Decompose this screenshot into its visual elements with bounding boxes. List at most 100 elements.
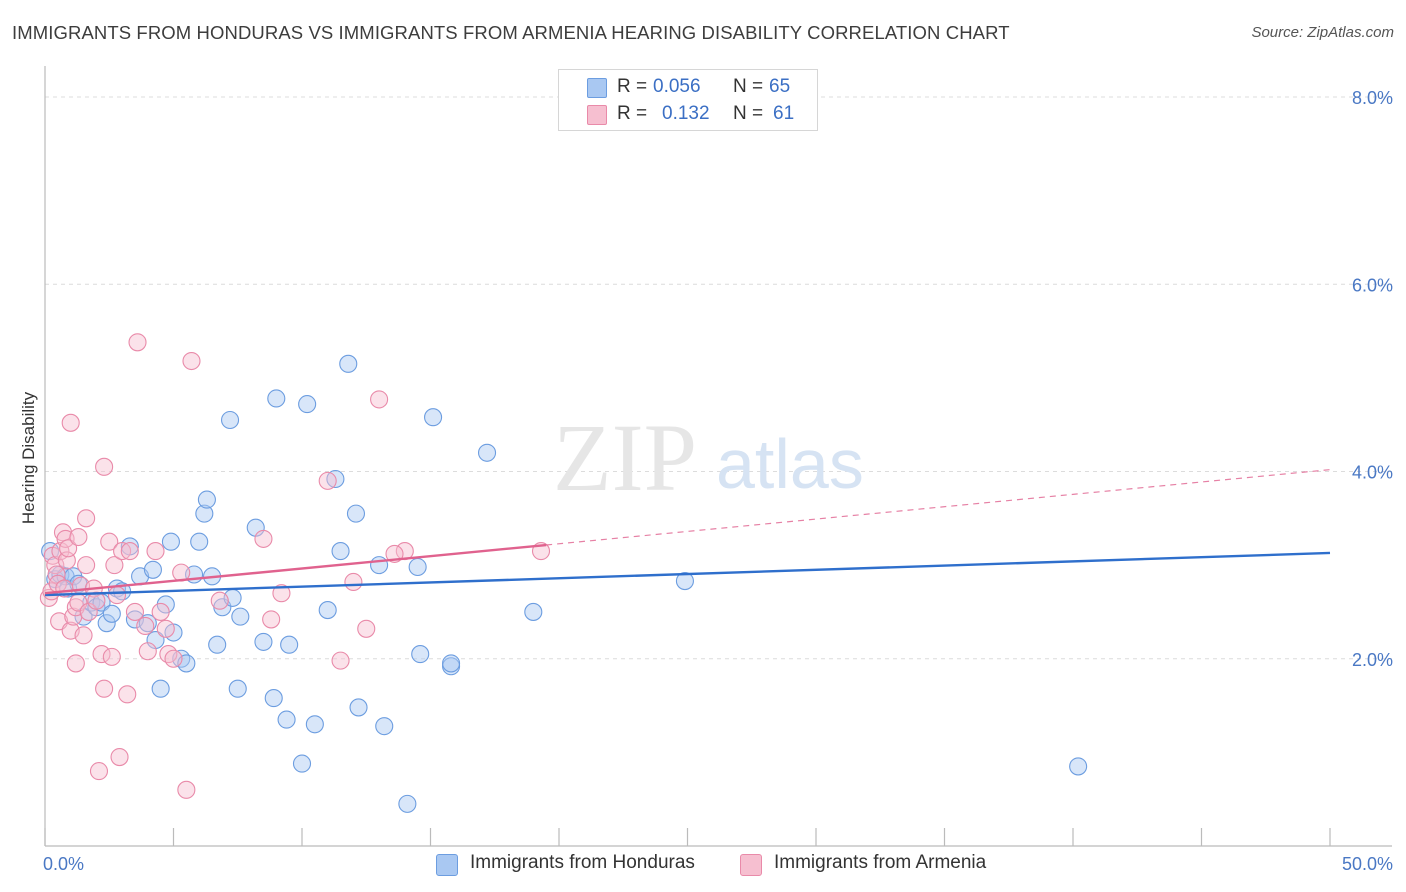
honduras-point — [331, 542, 350, 561]
armenia-point — [113, 542, 132, 561]
chart-title: IMMIGRANTS FROM HONDURAS VS IMMIGRANTS F… — [12, 22, 1010, 43]
honduras-point — [370, 556, 389, 575]
armenia-point — [59, 539, 78, 558]
honduras-point — [220, 410, 240, 430]
armenia-point — [125, 602, 144, 621]
armenia-swatch — [587, 105, 607, 125]
honduras-point — [339, 354, 358, 373]
honduras-points — [41, 354, 1088, 813]
honduras-point — [346, 504, 366, 523]
x-tick-label: 50.0% — [1342, 854, 1393, 874]
gridlines — [45, 96, 1392, 660]
honduras-point — [161, 532, 180, 551]
legend-n-value: 65 — [769, 76, 791, 97]
armenia-point — [254, 529, 273, 548]
trend-lines — [44, 469, 1331, 597]
honduras-trend-line — [44, 551, 1331, 597]
armenia-point — [95, 457, 114, 476]
bottom-legend-honduras: Immigrants from Honduras — [436, 851, 736, 877]
honduras-point — [267, 389, 286, 408]
legend-n-label: N = — [733, 103, 764, 124]
armenia-point — [182, 351, 201, 371]
honduras-point — [254, 632, 273, 651]
armenia-point — [331, 651, 350, 670]
bottom-legend-armenia: Immigrants from Armenia — [740, 851, 1040, 877]
armenia-trend-line — [44, 543, 547, 595]
legend-r-value: 0.132 — [662, 103, 710, 124]
armenia-point — [89, 762, 109, 781]
axes — [44, 66, 1392, 847]
honduras-point — [190, 532, 209, 551]
armenia-point — [128, 333, 147, 352]
honduras-point — [375, 717, 394, 736]
y-tick-label: 2.0% — [1352, 650, 1393, 670]
honduras-point — [151, 679, 170, 698]
honduras-swatch — [587, 78, 607, 98]
x-tick-label: 0.0% — [43, 854, 84, 874]
armenia-point — [262, 610, 281, 629]
armenia-point — [102, 647, 121, 666]
honduras-point — [442, 654, 461, 673]
armenia-point — [105, 556, 124, 575]
armenia-point — [47, 565, 66, 584]
correlation-legend: R = 0.056 N = 65 R = 0.132 N = 61 — [558, 69, 818, 131]
legend-r-label: R = — [617, 76, 648, 97]
watermark-atlas: atlas — [716, 425, 864, 503]
armenia-point — [92, 645, 111, 664]
honduras-point — [305, 715, 324, 734]
y-tick-label: 4.0% — [1352, 463, 1393, 483]
armenia-point — [77, 509, 96, 528]
honduras-point — [411, 645, 430, 664]
armenia-point — [61, 413, 80, 432]
armenia-point — [156, 619, 175, 638]
armenia-point — [272, 584, 291, 603]
honduras-legend-swatch — [436, 854, 458, 876]
armenia-point — [110, 748, 129, 767]
source-label: Source: ZipAtlas.com — [1251, 24, 1394, 41]
tick-labels: 2.0% 4.0% 6.0% 8.0% 0.0% 50.0% — [43, 88, 1393, 874]
honduras-point — [298, 395, 317, 414]
honduras-point — [326, 469, 345, 489]
armenia-point — [46, 556, 65, 575]
legend-r-value: 0.056 — [653, 76, 701, 97]
y-tick-label: 6.0% — [1352, 275, 1393, 295]
honduras-point — [97, 614, 116, 633]
y-tick-label: 8.0% — [1352, 88, 1393, 108]
honduras-point — [41, 542, 60, 561]
armenia-point — [210, 591, 229, 610]
watermark-zip: ZIP — [553, 404, 697, 511]
honduras-point — [231, 607, 250, 626]
armenia-point — [370, 390, 389, 409]
armenia-point — [100, 532, 119, 551]
honduras-point — [292, 754, 312, 773]
armenia-point — [151, 602, 170, 621]
honduras-point — [1069, 757, 1088, 776]
honduras-point — [143, 560, 162, 579]
y-axis-label: Hearing Disability — [19, 391, 38, 524]
legend-n-label: N = — [733, 76, 764, 97]
armenia-point — [69, 527, 88, 547]
honduras-point — [280, 635, 299, 654]
honduras-point — [398, 794, 417, 813]
honduras-legend-label: Immigrants from Honduras — [470, 852, 695, 873]
armenia-legend-swatch — [740, 854, 762, 876]
armenia-point — [77, 556, 96, 575]
armenia-legend-label: Immigrants from Armenia — [774, 852, 987, 873]
armenia-point — [136, 616, 155, 636]
legend-n-value: 61 — [773, 103, 795, 124]
honduras-point — [138, 614, 157, 633]
armenia-point — [107, 586, 127, 605]
honduras-point — [264, 689, 283, 708]
honduras-point — [349, 698, 368, 717]
armenia-point — [357, 619, 376, 638]
honduras-point — [197, 490, 216, 509]
armenia-point — [318, 471, 337, 490]
armenia-point — [177, 780, 196, 799]
honduras-point — [318, 601, 337, 620]
honduras-point — [424, 408, 443, 427]
armenia-points — [39, 333, 551, 799]
armenia-point — [164, 649, 183, 668]
honduras-point — [277, 710, 296, 729]
honduras-point — [208, 635, 227, 654]
